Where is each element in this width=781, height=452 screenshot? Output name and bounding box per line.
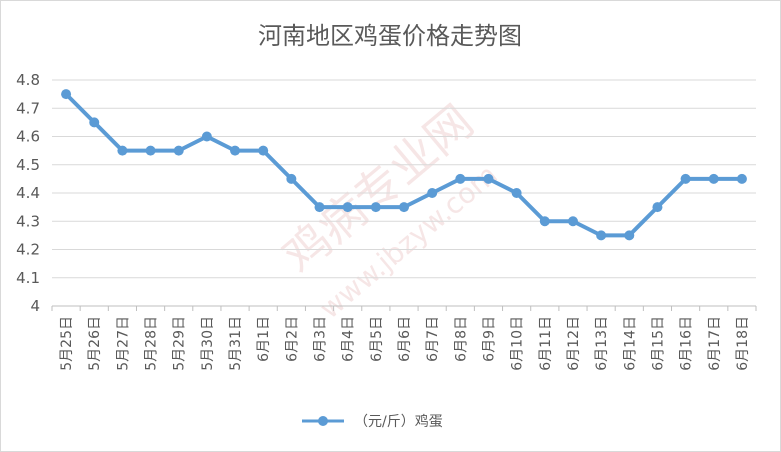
data-point	[539, 216, 550, 227]
x-tick-label: 6月14日	[622, 316, 638, 371]
x-tick-label: 6月18日	[735, 316, 751, 371]
y-tick-label: 4.1	[16, 269, 40, 287]
series-egg	[61, 89, 747, 241]
x-tick-label: 6月3日	[313, 316, 329, 362]
x-tick-label: 5月25日	[59, 316, 75, 371]
data-point	[370, 202, 381, 213]
data-point	[117, 145, 128, 156]
x-tick-label: 5月26日	[87, 316, 103, 371]
x-axis-ticks: 5月25日 5月26日 5月27日 5月28日 5月29日 5月30日 5月31日 6月1日 6…	[51, 306, 757, 371]
legend-label: （元/斤）鸡蛋	[354, 413, 443, 430]
data-point	[680, 173, 691, 184]
legend: （元/斤）鸡蛋	[302, 413, 443, 430]
x-tick-label: 5月31日	[228, 316, 244, 371]
data-point	[201, 131, 212, 142]
x-tick-label: 5月29日	[172, 316, 188, 371]
data-point	[567, 216, 578, 227]
x-tick-label: 6月13日	[594, 316, 610, 371]
x-tick-label: 6月2日	[284, 316, 300, 362]
data-point	[511, 188, 522, 198]
y-tick-label: 4	[30, 297, 40, 315]
y-tick-label: 4.2	[16, 241, 40, 259]
data-point	[286, 173, 297, 184]
data-point	[258, 145, 269, 156]
data-point	[708, 173, 719, 184]
x-tick-label: 6月8日	[453, 316, 469, 362]
chart-title: 河南地区鸡蛋价格走势图	[258, 22, 522, 50]
x-tick-label: 6月1日	[256, 316, 272, 362]
x-tick-label: 6月12日	[566, 316, 582, 371]
data-point	[342, 202, 353, 213]
x-tick-label: 6月11日	[538, 316, 554, 371]
grid-lines	[52, 79, 756, 307]
data-point	[624, 230, 635, 241]
x-tick-label: 6月17日	[707, 316, 723, 371]
y-tick-label: 4.6	[16, 128, 40, 146]
data-point	[61, 89, 72, 100]
x-tick-label: 6月9日	[481, 316, 497, 362]
y-tick-label: 4.4	[16, 184, 40, 202]
data-point	[173, 145, 184, 156]
x-tick-label: 6月4日	[341, 316, 357, 362]
y-tick-label: 4.8	[16, 71, 40, 89]
data-point	[145, 145, 156, 156]
data-point	[399, 202, 409, 213]
x-tick-label: 6月15日	[650, 316, 666, 371]
x-tick-label: 5月28日	[144, 316, 160, 371]
x-tick-label: 6月6日	[397, 316, 413, 362]
data-point	[596, 230, 607, 241]
y-tick-label: 4.7	[16, 99, 40, 117]
legend-marker-icon	[318, 416, 328, 426]
data-point	[736, 173, 747, 184]
x-tick-label: 5月27日	[115, 316, 131, 371]
data-point	[652, 202, 663, 213]
x-tick-label: 6月16日	[679, 316, 695, 371]
x-tick-label: 6月5日	[369, 316, 385, 362]
x-tick-label: 5月30日	[200, 316, 216, 371]
data-point	[314, 202, 325, 213]
data-point	[427, 188, 438, 198]
y-tick-label: 4.5	[16, 156, 40, 174]
data-point	[89, 117, 100, 128]
data-point	[455, 173, 466, 184]
y-tick-label: 4.3	[16, 212, 40, 230]
data-point	[230, 145, 241, 156]
data-point	[483, 173, 494, 184]
y-axis-ticks: 4 4.1 4.2 4.3 4.4 4.5 4.6 4.7 4.8	[16, 71, 40, 315]
x-tick-label: 6月7日	[425, 316, 441, 362]
x-tick-label: 6月10日	[510, 316, 526, 371]
